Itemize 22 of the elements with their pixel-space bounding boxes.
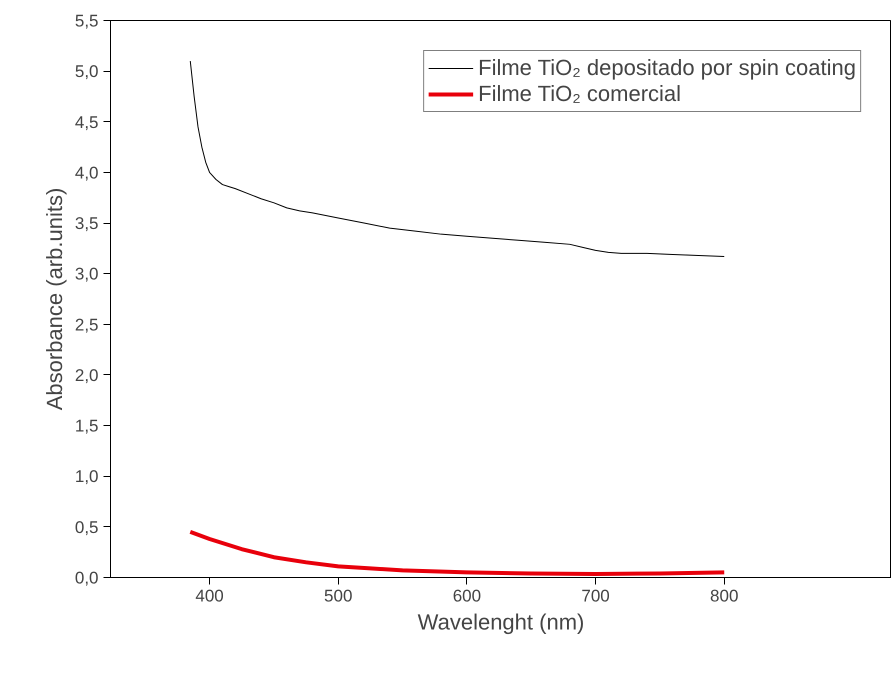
y-tick-label: 3,0 — [74, 264, 99, 284]
x-tick-label: 800 — [710, 586, 738, 606]
y-tick-label: 4,5 — [74, 112, 99, 132]
y-tick-label: 2,5 — [74, 315, 99, 334]
y-tick-label: 0,5 — [74, 518, 99, 537]
x-tick-label: 500 — [324, 586, 352, 606]
y-tick-label: 0,0 — [74, 568, 99, 588]
line-series — [188, 530, 726, 576]
y-tick-label: 3,5 — [74, 214, 99, 234]
y-tick-label: 4,0 — [74, 163, 99, 182]
x-tick-label: 600 — [452, 586, 482, 606]
y-tick-label: 1,5 — [74, 416, 99, 436]
x-tick-label: 400 — [195, 586, 224, 606]
y-tick-label: 5,5 — [74, 12, 99, 30]
x-axis-title: Wavelenght (nm) — [418, 610, 584, 634]
y-tick-label: 2,0 — [74, 366, 99, 385]
legend-label: Filme TiO₂ depositado por spin coating — [478, 55, 856, 81]
x-tick-label: 700 — [581, 586, 610, 606]
y-tick-label: 1,0 — [74, 467, 99, 486]
legend-label: Filme TiO₂ comercial — [478, 81, 682, 107]
y-axis-title: Absorbance (arb.units) — [42, 188, 67, 410]
y-tick-label: 5,0 — [74, 62, 99, 82]
